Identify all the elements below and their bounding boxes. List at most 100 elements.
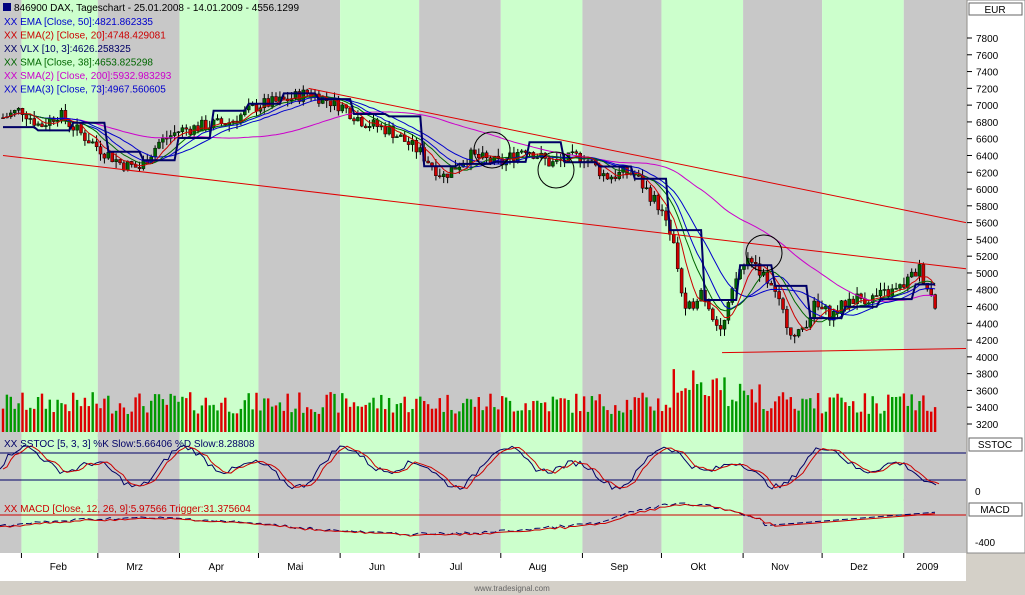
volume-bar	[380, 394, 383, 432]
month-band	[97, 0, 180, 553]
candle-body	[168, 135, 173, 139]
x-tick-label: Okt	[691, 562, 707, 573]
volume-bar	[824, 411, 828, 432]
volume-bar	[699, 382, 703, 432]
sstoc-lines	[0, 444, 940, 490]
volume-bar	[532, 401, 535, 432]
volume-bar	[79, 406, 83, 432]
volume-bar	[540, 402, 543, 432]
volume-bar	[918, 401, 921, 432]
volume-bar	[840, 397, 843, 432]
volume-bar	[72, 392, 75, 432]
volume-bar	[477, 397, 480, 432]
month-band	[822, 0, 904, 553]
candle-body	[605, 173, 610, 180]
volume-bar	[169, 393, 172, 432]
volume-bar	[150, 400, 153, 432]
volume-bar	[555, 399, 558, 432]
candle-body	[535, 157, 540, 159]
candle-body	[714, 319, 719, 326]
volume-bar	[1, 408, 5, 432]
candle-body	[98, 146, 103, 155]
volume-bar	[469, 399, 473, 432]
candle-body	[161, 137, 165, 143]
candle-body	[438, 175, 442, 177]
candle-body	[12, 110, 17, 114]
y-tick-label: 4400	[976, 319, 999, 330]
volume-bar	[368, 402, 371, 432]
volume-bar	[582, 396, 586, 432]
candle-body	[196, 125, 200, 132]
volume-bar	[508, 400, 512, 432]
x-tick-label: Mrz	[126, 562, 143, 573]
y-tick-label: 7000	[976, 101, 999, 112]
volume-bar	[192, 410, 196, 432]
candle-body	[87, 140, 91, 144]
legend: 846900 DAX, Tageschart - 25.01.2008 - 14…	[3, 3, 299, 96]
candle-body	[71, 126, 75, 131]
candle-body	[480, 152, 485, 159]
candle-body	[531, 152, 536, 159]
volume-bar	[738, 383, 742, 432]
volume-bar	[107, 395, 110, 432]
candle-body	[757, 263, 762, 276]
volume-bar	[579, 411, 582, 432]
candle-body	[547, 158, 551, 167]
volume-bar	[664, 404, 668, 432]
candle-body	[652, 194, 657, 202]
volume-bar	[516, 410, 519, 432]
volume-bar	[618, 410, 621, 432]
macd-line	[0, 502, 936, 536]
candle-body	[707, 301, 711, 310]
volume-bar	[208, 405, 211, 432]
volume-bar	[91, 392, 94, 432]
y-tick-label: 6400	[976, 151, 999, 162]
volume-bar	[56, 399, 59, 432]
candle-body	[785, 309, 789, 328]
volume-bar	[820, 413, 824, 432]
volume-bar	[325, 394, 328, 432]
volume-bar	[816, 393, 820, 432]
candle-body	[106, 152, 111, 159]
volume-bar	[415, 398, 418, 432]
volume-bar	[688, 389, 691, 432]
y-axis-ticks: 7800 7600 7400 7200 7000 6800 6600 6400 6200 6000…	[967, 34, 999, 431]
candle-body	[874, 295, 879, 297]
volume-bar	[87, 406, 90, 432]
volume-bar	[797, 410, 800, 432]
candle-body	[878, 289, 883, 297]
candle-body	[32, 118, 36, 126]
candle-body	[570, 151, 575, 153]
candle-body	[126, 161, 130, 171]
volume-bar	[766, 410, 769, 432]
volume-bar	[731, 399, 734, 432]
volume-bar	[575, 393, 578, 432]
macd-tick-neg400: -400	[975, 538, 995, 549]
month-band	[340, 0, 420, 553]
legend-entry: XX VLX [10, 3]:4626.258325	[4, 44, 131, 55]
candle-body	[118, 159, 122, 164]
y-tick-label: 6800	[976, 118, 999, 129]
y-tick-label: 5000	[976, 269, 999, 280]
candle-body	[917, 264, 922, 277]
volume-bar	[473, 406, 477, 432]
candle-body	[679, 268, 684, 294]
candle-body	[648, 187, 653, 202]
volume-bar	[243, 400, 246, 432]
volume-bar	[707, 396, 711, 432]
volume-bar	[165, 404, 168, 432]
candle-body	[512, 152, 516, 161]
volume-bar	[173, 395, 176, 432]
candle-body	[551, 161, 555, 167]
volume-bar	[536, 400, 539, 432]
volume-bar	[142, 406, 145, 432]
candle-body	[722, 319, 727, 330]
candle-body	[792, 334, 797, 337]
volume-bar	[231, 413, 235, 432]
candle-body	[24, 114, 29, 120]
month-band	[743, 0, 823, 553]
volume-bar	[298, 392, 301, 432]
volume-bar	[789, 397, 792, 432]
volume-bar	[376, 408, 379, 432]
